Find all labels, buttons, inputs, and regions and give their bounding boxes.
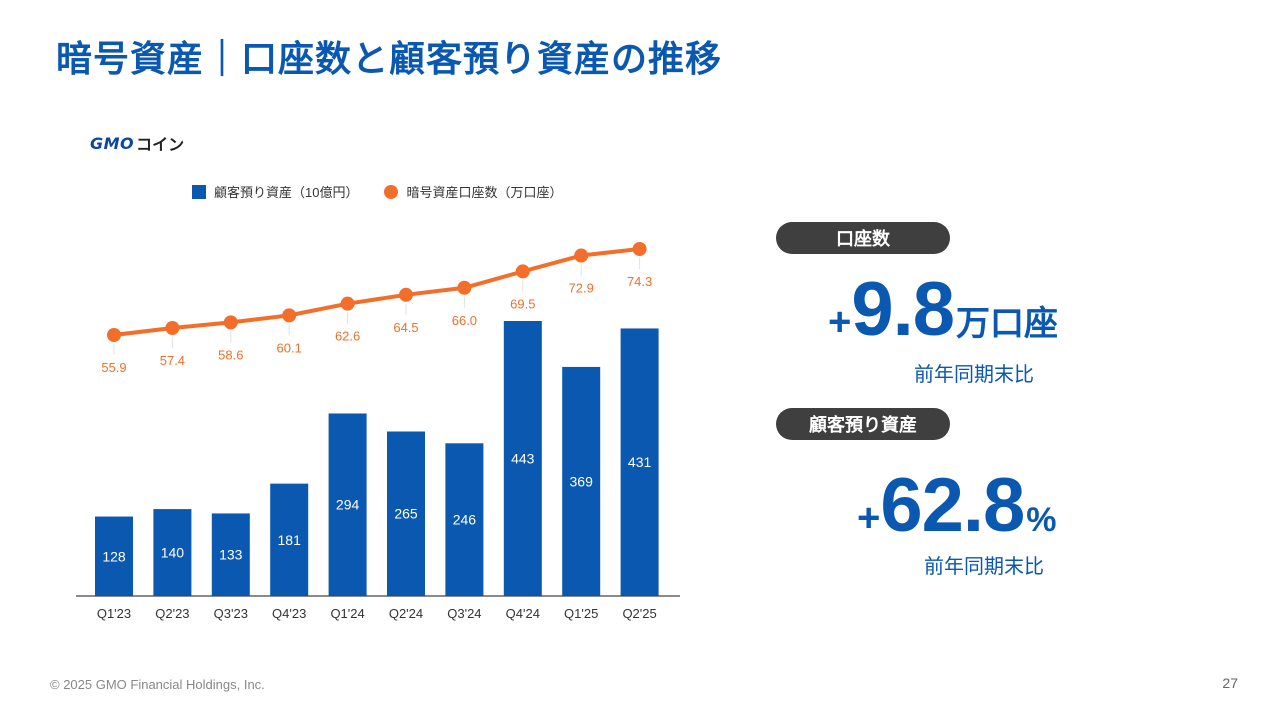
bar-series: 128 140 133 181 294 265 246 443 369 431	[95, 321, 659, 596]
bar-value-label: 246	[453, 512, 477, 528]
bar	[153, 509, 192, 596]
legend-bar-swatch	[192, 184, 206, 199]
kpi-accounts-unit: 万口座	[956, 305, 1059, 343]
copyright-footer: © 2025 GMO Financial Holdings, Inc.	[50, 677, 265, 692]
bar-value-label: 140	[161, 545, 185, 561]
bar	[270, 483, 309, 596]
kpi-assets-value: + 62.8 %	[857, 462, 1057, 549]
line-point	[574, 248, 589, 263]
x-tick-label: Q4'23	[272, 606, 306, 621]
bar-value-label: 181	[278, 532, 302, 548]
kpi-assets-number: 62.8	[880, 463, 1025, 548]
bar	[211, 513, 250, 596]
x-tick-label: Q1'24	[330, 606, 364, 621]
bar-value-label: 369	[570, 473, 594, 489]
logo-coin-text: コイン	[136, 135, 185, 154]
line-value-label: 66.0	[452, 313, 477, 328]
bar	[562, 366, 601, 596]
x-tick-label: Q3'23	[214, 606, 248, 621]
bar	[445, 443, 484, 596]
kpi-assets-note: 前年同期末比	[924, 556, 1044, 578]
legend-label-accounts: 暗号資産口座数（万口座）	[406, 185, 563, 200]
kpi-accounts-note: 前年同期末比	[914, 364, 1034, 386]
x-tick-label: Q2'23	[155, 606, 189, 621]
kpi-assets-sign: +	[857, 496, 881, 540]
line-value-label: 72.9	[569, 281, 594, 296]
x-tick-label: Q1'23	[97, 606, 131, 621]
kpi-accounts-sign: +	[828, 300, 852, 344]
legend-label-assets: 顧客預り資産（10億円）	[214, 185, 359, 200]
bar	[328, 413, 367, 596]
x-tick-label: Q2'24	[389, 606, 423, 621]
page-title: 暗号資産｜口座数と顧客預り資産の推移	[56, 38, 723, 79]
x-tick-label: Q2'25	[622, 606, 656, 621]
line-point	[282, 308, 297, 323]
logo-gmo-text: GMO	[90, 133, 135, 153]
x-tick-label: Q3'24	[447, 606, 481, 621]
bar-value-label: 133	[219, 547, 243, 563]
x-tick-label: Q4'24	[506, 606, 540, 621]
line-path	[113, 247, 640, 337]
line-point	[399, 287, 413, 302]
line-value-label: 62.6	[335, 329, 360, 344]
legend-item-accounts: 暗号資産口座数（万口座）	[384, 182, 562, 201]
bar-value-label: 431	[628, 454, 652, 470]
bar	[503, 321, 542, 596]
bar	[620, 328, 659, 596]
line-point	[632, 242, 647, 256]
bar-value-label: 443	[511, 451, 535, 467]
kpi-accounts-value: + 9.8 万口座	[828, 266, 1058, 353]
line-value-label: 60.1	[277, 340, 302, 355]
legend-dot-swatch	[384, 184, 399, 199]
kpi-assets-unit: %	[1026, 501, 1057, 539]
bar-value-label: 294	[336, 497, 360, 513]
line-point	[165, 320, 180, 335]
kpi-accounts-number: 9.8	[851, 267, 955, 352]
line-value-label: 58.6	[218, 347, 243, 362]
chart-legend: 顧客預り資産（10億円） 暗号資産口座数（万口座）	[192, 182, 562, 201]
bar-value-label: 265	[394, 506, 418, 522]
line-value-label: 74.3	[627, 274, 652, 289]
bar	[387, 431, 425, 596]
bar	[95, 516, 133, 596]
line-point	[340, 296, 355, 311]
bar-value-label: 128	[102, 548, 126, 564]
line-point	[223, 315, 238, 330]
gmo-coin-logo: GMO コイン	[90, 131, 184, 155]
legend-item-assets: 顧客預り資産（10億円）	[192, 182, 358, 201]
kpi-assets-badge: 顧客預り資産	[776, 408, 950, 440]
line-value-label: 69.5	[510, 296, 535, 311]
x-tick-label: Q1'25	[564, 606, 598, 621]
line-value-label: 57.4	[160, 353, 185, 368]
x-axis: Q1'23 Q2'23 Q3'23 Q4'23 Q1'24 Q2'24 Q3'24 Q4'24…	[76, 595, 680, 621]
line-point	[107, 328, 121, 342]
line-value-label: 55.9	[101, 360, 126, 375]
line-point	[457, 280, 472, 295]
page-number: 27	[1222, 675, 1238, 691]
line-point	[515, 264, 530, 279]
line-value-label: 64.5	[393, 320, 418, 335]
kpi-accounts-badge: 口座数	[776, 222, 950, 254]
line-series: 55.9 57.4 58.6 60.1 62.6 64.5 66.0 69.5 72.9 74.3	[101, 242, 652, 375]
